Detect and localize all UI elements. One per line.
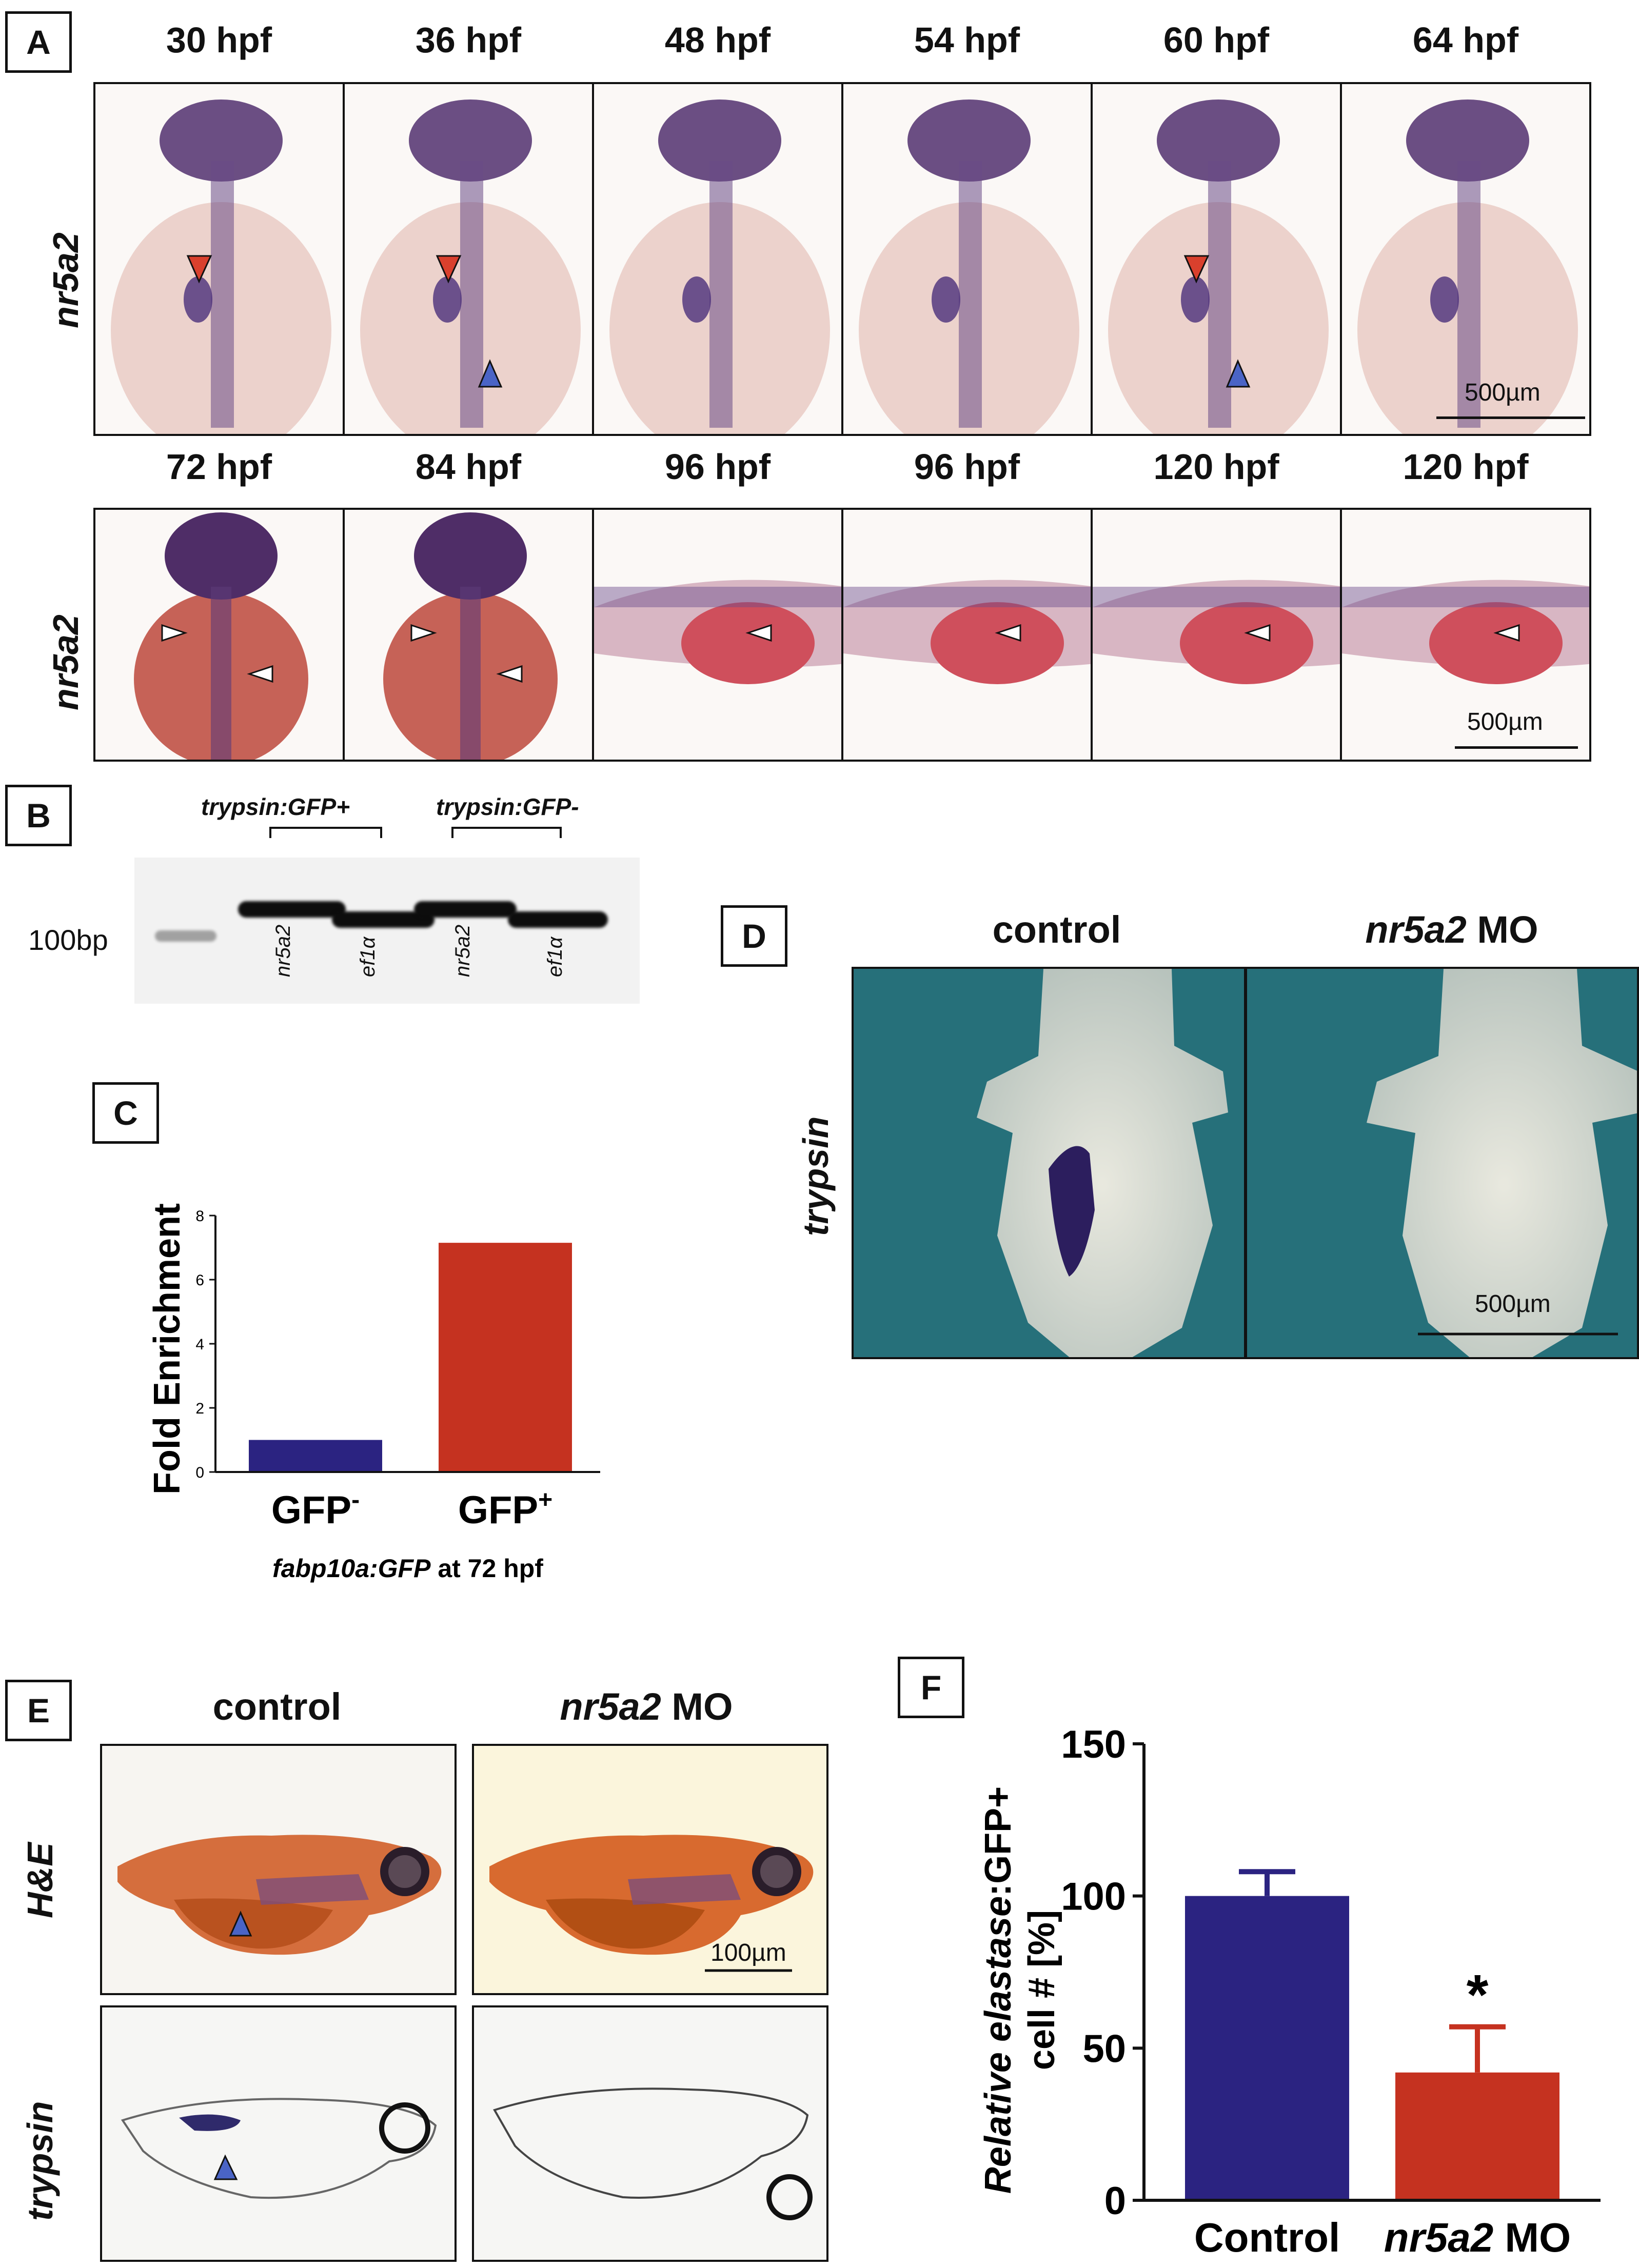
panel-d-image — [852, 967, 1639, 1359]
chart-c-bar — [439, 1243, 572, 1472]
stage-label: 84 hpf — [415, 447, 522, 487]
embryo-image — [1091, 508, 1342, 762]
embryo-image — [93, 508, 345, 762]
panel-letter-e: E — [5, 1680, 72, 1741]
stage-label: 54 hpf — [914, 20, 1020, 60]
chart-c-ylabel: Fold Enrichment — [147, 1203, 188, 1495]
panel-letter-a: A — [5, 11, 72, 73]
chart-c-ytick-label: 2 — [195, 1400, 204, 1417]
gel-band-1 — [238, 901, 346, 918]
panel-a-scalebar-2 — [1455, 746, 1578, 749]
embryo-image — [841, 82, 1093, 436]
panel-e-scale-text: 100µm — [710, 1939, 786, 1966]
gel-group-1-label: trypsin:GFP+ — [201, 793, 350, 820]
stage-label: 96 hpf — [664, 447, 771, 487]
panel-e-he-control — [100, 1744, 457, 1995]
chart-f-ylabel-1: Relative elastase:GFP+ — [978, 1786, 1019, 2194]
chart-f-bar — [1395, 2072, 1559, 2200]
panel-e-row2-label: trypsin — [20, 2101, 60, 2221]
panel-e-trypsin-control — [100, 2005, 457, 2262]
panel-d-row-label: trypsin — [796, 1116, 836, 1236]
chart-f-ytick-label: 150 — [1061, 1723, 1126, 1766]
stage-label: 120 hpf — [1403, 447, 1529, 487]
panel-a-scalebar-1 — [1436, 416, 1585, 419]
panel-a-row2-label: nr5a2 — [46, 614, 86, 710]
embryo-image — [592, 508, 843, 762]
chart-f-category-2: nr5a2 MO — [1384, 2215, 1571, 2260]
stage-label: 120 hpf — [1153, 447, 1279, 487]
panel-a-scale-text-1: 500µm — [1465, 379, 1541, 406]
trypsin-stain-control — [1049, 1146, 1095, 1277]
chart-c-ytick-label: 0 — [195, 1464, 204, 1481]
stage-label: 30 hpf — [166, 20, 272, 60]
chart-c-ytick-label: 6 — [195, 1272, 204, 1289]
stage-label: 64 hpf — [1412, 20, 1519, 60]
chart-c-category-1: GFP- — [271, 1486, 360, 1532]
stage-label: 96 hpf — [914, 447, 1020, 487]
chart-c-ytick-label: 4 — [195, 1336, 204, 1353]
panel-e-he-mo — [472, 1744, 828, 1995]
gel-marker-label: 100bp — [28, 924, 108, 956]
gel-bracket-1 — [269, 827, 382, 838]
panel-e-col2-title: nr5a2 MO — [560, 1685, 733, 1728]
panel-c-chart: Fold Enrichment 0 2 4 6 8 GFP- GFP+ fabp10a:… — [147, 1203, 600, 1583]
panel-d-scale-text: 500µm — [1475, 1290, 1551, 1318]
panel-e-row1-label: H&E — [20, 1842, 60, 1918]
embryo-image — [1091, 82, 1342, 436]
gel-band-ladder — [155, 930, 216, 942]
panel-e-arrowhead-trypsin — [213, 2154, 238, 2180]
embryo-image — [93, 82, 345, 436]
panel-e-trypsin-mo — [472, 2005, 828, 2262]
stage-label: 72 hpf — [166, 447, 272, 487]
lane-label-3: nr5a2 — [451, 924, 474, 977]
chart-f-ylabel-2: cell # [%] — [1021, 1910, 1062, 2070]
embryo-image — [841, 508, 1093, 762]
stage-label: 60 hpf — [1163, 20, 1270, 60]
panel-letter-b: B — [5, 785, 72, 846]
embryo-image — [343, 82, 594, 436]
panel-e-col1-title: control — [212, 1685, 342, 1728]
chart-c-subtitle: fabp10a:GFP at 72 hpf — [272, 1554, 543, 1583]
panel-f-chart: Relative elastase:GFP+ cell # [%] 0 50 100… — [978, 1723, 1601, 2260]
chart-c-bar — [249, 1440, 382, 1472]
embryo-image — [343, 508, 594, 762]
stage-label: 48 hpf — [664, 20, 771, 60]
stage-label: 36 hpf — [415, 20, 522, 60]
gel-band-3 — [414, 901, 517, 918]
chart-f-bar — [1185, 1896, 1349, 2200]
embryo-image — [1340, 508, 1591, 762]
gel-band-4 — [508, 911, 608, 928]
chart-f-ytick-label: 50 — [1082, 2027, 1126, 2071]
embryo-image — [592, 82, 843, 436]
lane-label-1: nr5a2 — [272, 924, 294, 977]
panel-letter-f: F — [898, 1657, 964, 1718]
panel-d-illustration — [977, 969, 1637, 1357]
chart-f-category-1: Control — [1194, 2215, 1340, 2260]
lane-label-2: ef1α — [357, 937, 379, 977]
panel-a-scale-text-2: 500µm — [1467, 708, 1543, 735]
chart-f-ytick-label: 100 — [1061, 1875, 1126, 1919]
gel-bracket-2 — [451, 827, 562, 838]
chart-c-category-2: GFP+ — [458, 1486, 552, 1532]
gel-image — [134, 858, 640, 1004]
panel-d-col1-title: control — [992, 908, 1121, 951]
chart-f-significance-star: * — [1467, 1963, 1489, 2026]
panel-e-arrowhead-he — [229, 1911, 252, 1937]
panel-d-col2-title: nr5a2 MO — [1365, 908, 1538, 951]
chart-c-ytick-label: 8 — [195, 1208, 204, 1225]
panel-a-row1-label: nr5a2 — [46, 232, 86, 328]
panel-letter-c: C — [92, 1082, 159, 1144]
chart-f-ytick-label: 0 — [1104, 2179, 1126, 2223]
embryo-image — [1340, 82, 1591, 436]
gel-group-2-label: trypsin:GFP- — [436, 793, 579, 820]
panel-letter-d: D — [721, 905, 787, 967]
lane-label-4: ef1α — [544, 937, 566, 977]
